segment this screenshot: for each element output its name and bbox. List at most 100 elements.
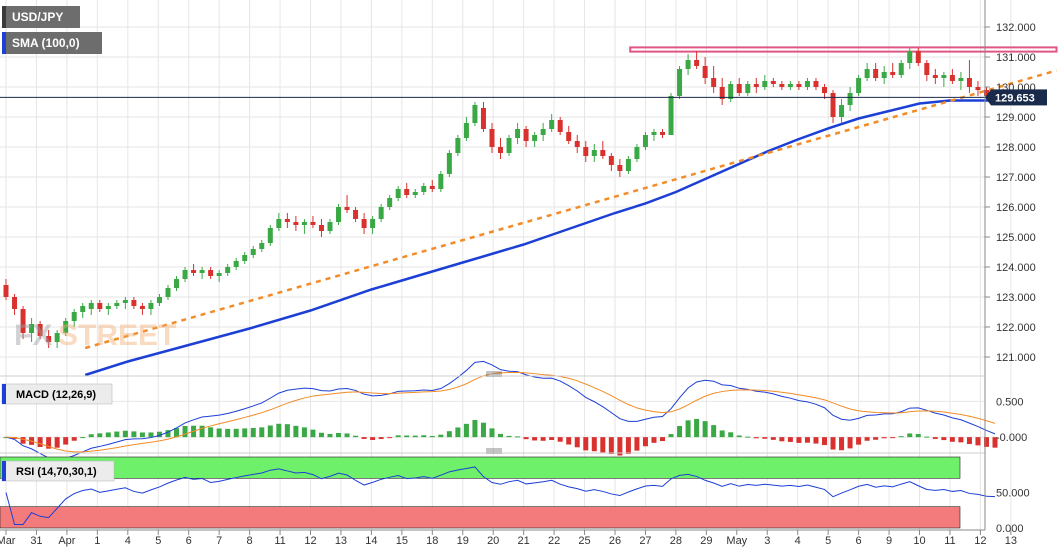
macd-resize-handle[interactable] — [486, 371, 502, 377]
rsi-label[interactable]: RSI (14,70,30,1) — [1, 460, 115, 482]
macd-histogram-bar — [881, 437, 887, 439]
candle-body — [404, 189, 410, 195]
candle-body — [498, 147, 504, 153]
legend-usdjpy-marker — [2, 6, 6, 28]
candle-body — [958, 78, 964, 81]
macd-histogram-bar — [395, 435, 401, 438]
candle-body — [549, 120, 555, 129]
macd-histogram-bar — [864, 437, 870, 441]
macd-tick-label: 0.500 — [996, 396, 1024, 408]
time-tick-label: 22 — [548, 535, 560, 547]
candle-body — [455, 138, 461, 153]
price-tick-label: 128.000 — [996, 142, 1036, 154]
time-tick-label: Mar — [0, 535, 16, 547]
macd-histogram-bar — [301, 427, 307, 438]
candle-body — [20, 309, 26, 333]
macd-histogram-bar — [813, 437, 819, 444]
candle-body — [651, 132, 657, 135]
macd-histogram-bar — [80, 437, 86, 439]
candle-body — [915, 51, 921, 63]
time-tick-label: May — [726, 535, 747, 547]
macd-histogram-bar — [336, 432, 342, 438]
time-tick-label: 5 — [155, 535, 161, 547]
macd-tick-label: -0.000 — [996, 432, 1027, 444]
legend-usdjpy[interactable]: USD/JPY — [2, 6, 80, 28]
macd-label[interactable]: MACD (12,26,9) — [1, 383, 113, 405]
candle-body — [139, 306, 145, 309]
time-tick-label: 6 — [856, 535, 862, 547]
resistance-zone — [629, 46, 1058, 53]
time-tick-label: 15 — [396, 535, 408, 547]
candle-body — [685, 60, 691, 69]
macd-histogram-bar — [353, 435, 359, 438]
rsi-axis-ticks: 50.000 0.000 — [996, 488, 1030, 536]
candle-body — [182, 270, 188, 279]
macd-histogram-bar — [489, 428, 495, 438]
macd-histogram-bar — [625, 437, 631, 455]
macd-histogram-bar — [498, 433, 504, 438]
sma-line — [84, 99, 993, 377]
macd-histogram-bar — [216, 428, 222, 438]
macd-histogram-bar — [182, 425, 188, 438]
candle-body — [881, 72, 887, 78]
macd-histogram-bar — [318, 432, 324, 438]
macd-histogram-bar — [694, 418, 700, 438]
time-tick-label: 25 — [578, 535, 590, 547]
rsi-resize-handle[interactable] — [486, 448, 502, 454]
candle-body — [830, 93, 836, 117]
macd-histogram-bar — [472, 420, 478, 438]
macd-histogram-bar — [600, 437, 606, 453]
candle-body — [813, 81, 819, 87]
macd-histogram-bar — [250, 427, 256, 438]
macd-histogram-bar — [779, 437, 785, 442]
macd-histogram-bar — [139, 432, 145, 438]
candle-body — [344, 207, 350, 210]
macd-histogram-bar — [293, 425, 299, 438]
macd-histogram-bar — [745, 436, 751, 438]
candle-body — [259, 243, 265, 249]
macd-histogram-bar — [728, 432, 734, 438]
candle-body — [412, 192, 418, 195]
time-tick-label: 12 — [304, 535, 316, 547]
macd-histogram-bar — [856, 437, 862, 445]
macd-histogram-bar — [259, 427, 265, 438]
candle-body — [532, 135, 538, 141]
candle-body — [370, 219, 376, 228]
time-tick-label: 29 — [700, 535, 712, 547]
macd-histogram-bar — [114, 431, 120, 438]
price-tick-label: 126.000 — [996, 202, 1036, 214]
candle-body — [600, 150, 606, 156]
time-tick-label: 10 — [913, 535, 925, 547]
macd-histogram-bar — [966, 437, 972, 445]
candle-body — [787, 84, 793, 87]
macd-histogram-bar — [310, 429, 316, 438]
macd-histogram-bar — [46, 437, 52, 449]
macd-histogram-bar — [148, 432, 154, 438]
macd-histogram-bar — [122, 430, 128, 438]
macd-histogram-bar — [719, 430, 725, 438]
macd-histogram-bar — [344, 433, 350, 438]
rsi-tick-label: 0.000 — [996, 523, 1024, 535]
macd-histogram-bar — [821, 437, 827, 446]
price-tick-label: 132.000 — [996, 22, 1036, 34]
legend-sma[interactable]: SMA (100,0) — [2, 32, 102, 54]
candle-body — [660, 132, 666, 135]
candle-body — [856, 78, 862, 93]
time-tick-label: 4 — [125, 535, 131, 547]
macd-histogram-bar — [378, 437, 384, 440]
macd-histogram-bar — [156, 431, 162, 438]
macd-histogram-bar — [753, 437, 759, 439]
time-tick-label: 5 — [825, 535, 831, 547]
macd-histogram-bar — [847, 437, 853, 449]
candle-body — [88, 303, 94, 309]
candle-body — [949, 75, 955, 81]
candle-body — [770, 81, 776, 84]
candle-body — [463, 123, 469, 138]
macd-histogram-bar — [225, 428, 231, 438]
macd-histogram-bar — [890, 437, 896, 439]
candle-body — [395, 189, 401, 198]
candle-body — [890, 72, 896, 75]
macd-histogram-bar — [762, 437, 768, 439]
candle-body — [642, 135, 648, 147]
candle-body — [242, 255, 248, 261]
